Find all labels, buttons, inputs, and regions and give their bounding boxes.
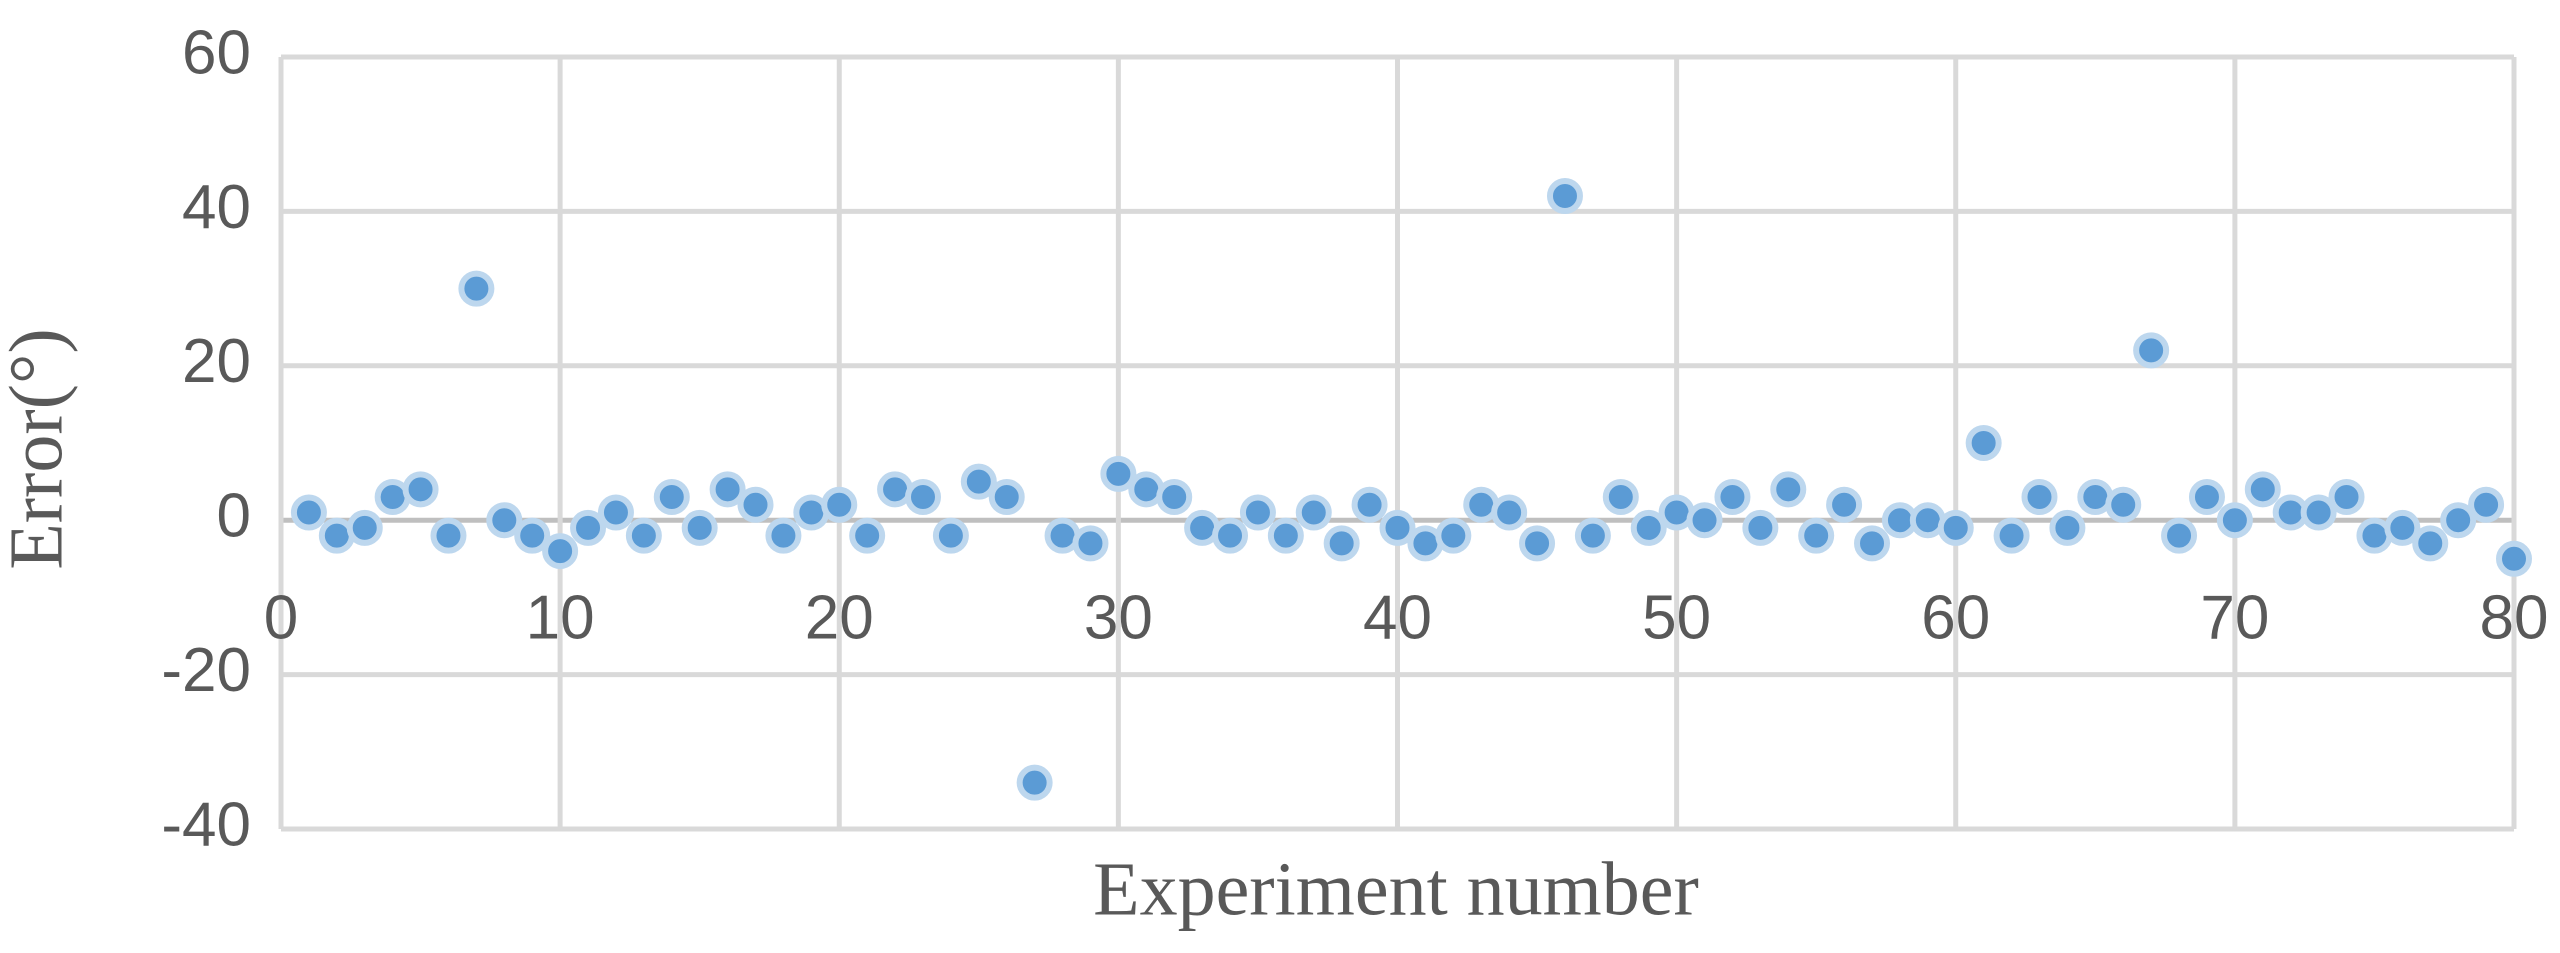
x-tick-label: 20 [805,584,874,653]
point [1937,509,1974,546]
point [2021,479,2058,516]
point [2412,525,2449,562]
point [1770,471,1807,508]
x-tick-label: 50 [1642,584,1711,653]
point [1212,517,1249,554]
point [1574,517,1611,554]
point [932,517,969,554]
x-tick-label: 80 [2480,584,2549,653]
point [681,509,718,546]
point [2049,509,2086,546]
point [486,502,523,539]
x-tick-label: 10 [526,584,595,653]
y-tick-label: -40 [161,790,251,859]
x-tick-label: 40 [1363,584,1432,653]
point [1630,509,1667,546]
point [542,533,579,570]
point [2440,502,2477,539]
point [1826,486,1863,523]
point [821,486,858,523]
y-tick-label: 0 [217,482,251,551]
point [1323,525,1360,562]
point [1798,517,1835,554]
y-axis-title: Error(°) [0,328,78,569]
y-tick-label: 60 [182,18,251,87]
point [1854,525,1891,562]
point [2244,471,2281,508]
point [1267,517,1304,554]
point [1016,764,1053,801]
point [1295,494,1332,531]
y-tick-label: 20 [182,327,251,396]
point [1156,479,1193,516]
x-axis-title: Experiment number [1093,847,1699,931]
point [402,471,439,508]
point [1435,517,1472,554]
point [1714,479,1751,516]
point [1686,502,1723,539]
point [765,517,802,554]
point [2384,509,2421,546]
y-tick-label: 40 [182,173,251,242]
point [1351,486,1388,523]
point [570,509,607,546]
point [2468,486,2505,523]
point [1993,517,2030,554]
point [1491,494,1528,531]
point [849,517,886,554]
point [290,494,327,531]
point [1742,509,1779,546]
point [2105,486,2142,523]
point [458,270,495,307]
point [1519,525,1556,562]
x-tick-label: 70 [2200,584,2269,653]
point [346,509,383,546]
point [1965,425,2002,461]
x-tick-label: 60 [1921,584,1990,653]
point [960,463,997,500]
point [1379,509,1416,546]
x-tick-label: 0 [264,584,298,653]
point [625,517,662,554]
point [904,479,941,516]
point [2328,479,2365,516]
point [2496,540,2532,577]
x-tick-label: 30 [1084,584,1153,653]
point [514,517,551,554]
point [1546,177,1583,214]
point [1072,525,1109,562]
point [2133,332,2170,369]
point [597,494,634,531]
point [2300,494,2337,531]
point [1602,479,1639,516]
y-tick-label: -20 [161,636,251,705]
point [653,479,690,516]
point [430,517,467,554]
point [988,479,1025,516]
point [709,471,746,508]
point [1239,494,1276,531]
point [2161,517,2198,554]
point [737,486,774,523]
point [2216,502,2253,539]
point [2188,479,2225,516]
point [1100,455,1137,492]
